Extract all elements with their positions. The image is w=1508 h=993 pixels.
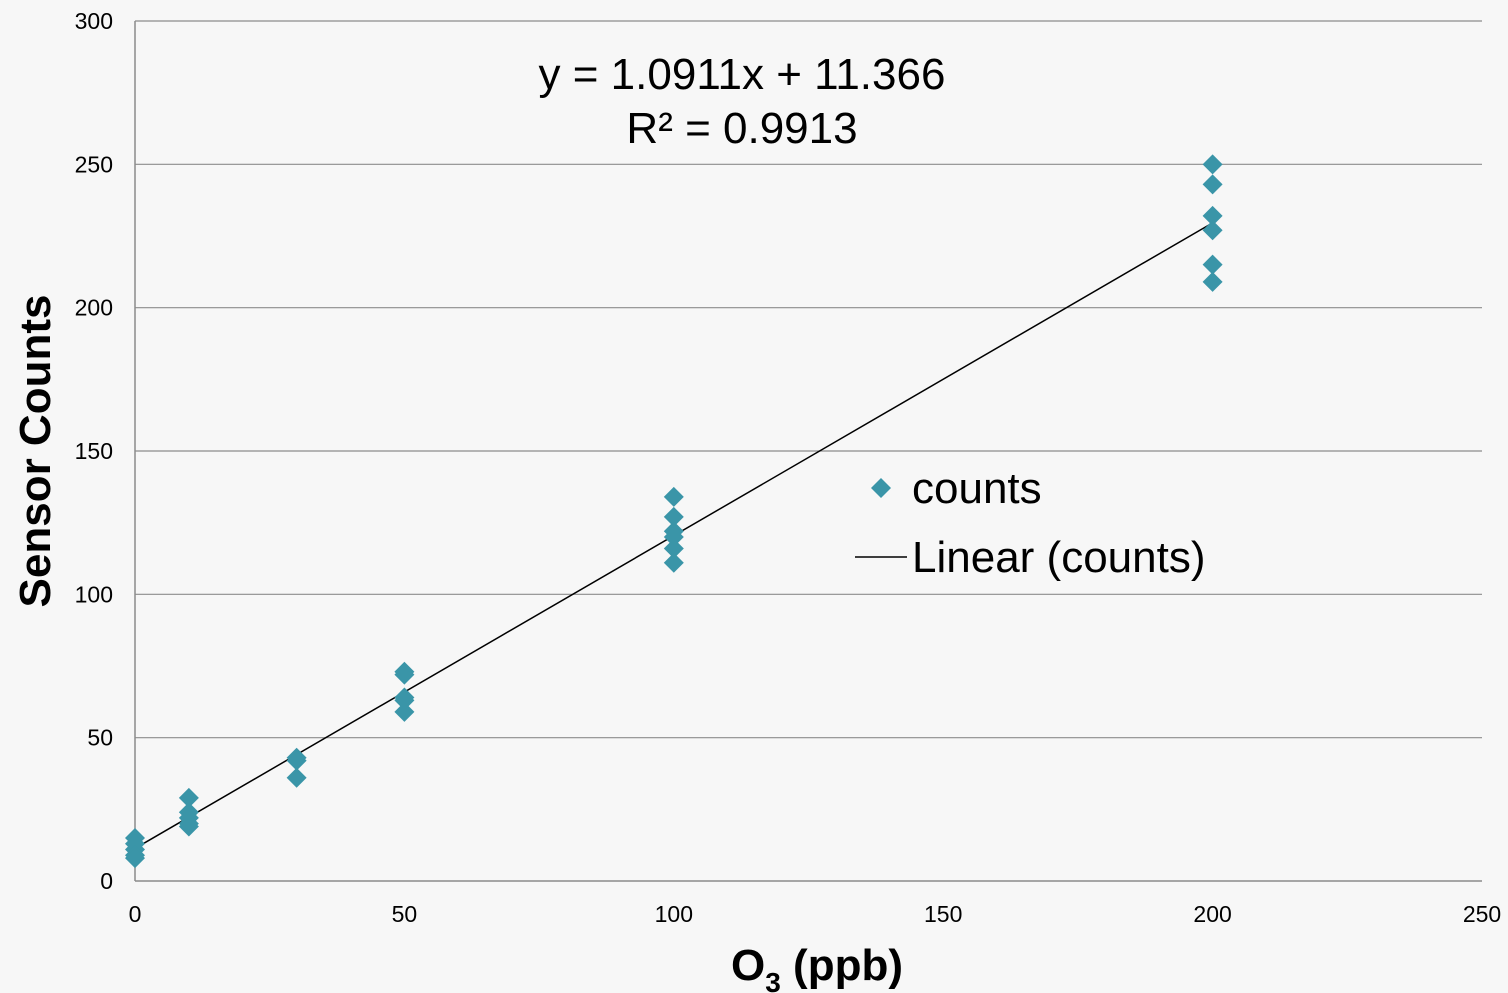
x-axis-title-subscript: 3 — [765, 967, 781, 993]
data-point-21 — [663, 527, 684, 547]
data-point-16 — [394, 690, 415, 711]
x-tick-label-0: 0 — [129, 901, 142, 927]
y-tick-label-300: 300 — [75, 8, 113, 34]
data-point-29 — [1202, 271, 1223, 292]
y-tick-label-150: 150 — [75, 438, 113, 464]
data-point-18 — [663, 486, 684, 507]
x-tick-label-200: 200 — [1193, 901, 1231, 927]
x-axis-title-main: O — [731, 941, 765, 990]
legend-label-counts: counts — [912, 464, 1042, 513]
equation-label: y = 1.0911x + 11.366 — [539, 50, 946, 99]
y-tick-label-100: 100 — [75, 581, 113, 607]
data-point-17 — [394, 701, 415, 722]
y-tick-label-250: 250 — [75, 151, 113, 177]
data-point-25 — [1202, 174, 1223, 195]
legend: counts Linear (counts) — [855, 464, 1205, 582]
tick-labels: 0 50 100 150 200 250 300 0 50 100 150 200 250 — [75, 8, 1502, 927]
x-axis-title: O3 (ppb) — [731, 941, 903, 993]
data-point-19 — [663, 506, 684, 527]
x-tick-label-250: 250 — [1463, 901, 1501, 927]
y-tick-label-50: 50 — [87, 725, 113, 751]
data-point-23 — [663, 552, 684, 573]
data-point-5 — [178, 787, 199, 808]
legend-marker-counts — [871, 478, 891, 498]
gridlines — [135, 20, 1482, 739]
data-point-27 — [1202, 220, 1223, 241]
data-point-24 — [1202, 154, 1223, 175]
y-tick-label-0: 0 — [100, 868, 113, 894]
data-point-22 — [663, 538, 684, 559]
y-axis-title: Sensor Counts — [11, 295, 60, 608]
data-point-4 — [125, 848, 145, 869]
data-point-9 — [178, 816, 199, 837]
x-tick-label-100: 100 — [655, 901, 693, 927]
legend-label-linear: Linear (counts) — [912, 533, 1205, 582]
r-squared-label: R² = 0.9913 — [626, 104, 857, 153]
data-point-12 — [286, 767, 307, 788]
y-tick-label-200: 200 — [75, 295, 113, 321]
data-points — [125, 154, 1223, 869]
data-point-28 — [1202, 254, 1223, 275]
data-point-11 — [286, 750, 307, 771]
x-tick-label-50: 50 — [392, 901, 418, 927]
x-axis-title-rest: (ppb) — [781, 941, 903, 990]
axes — [134, 21, 1482, 882]
x-tick-label-150: 150 — [924, 901, 962, 927]
trendline-equation: y = 1.0911x + 11.366 R² = 0.9913 — [539, 50, 946, 153]
data-point-26 — [1202, 205, 1223, 226]
data-point-14 — [394, 664, 415, 685]
